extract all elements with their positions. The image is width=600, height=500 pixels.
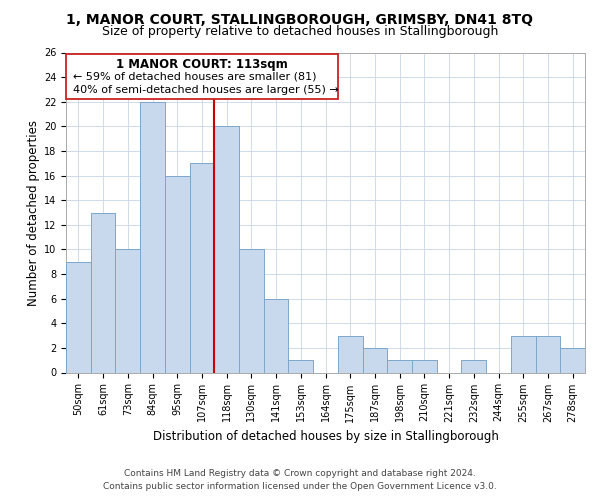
Text: Size of property relative to detached houses in Stallingborough: Size of property relative to detached ho…	[102, 25, 498, 38]
Bar	[115, 250, 140, 372]
Bar	[338, 336, 362, 372]
Text: 1 MANOR COURT: 113sqm: 1 MANOR COURT: 113sqm	[116, 58, 288, 71]
Bar	[91, 212, 115, 372]
Text: Contains HM Land Registry data © Crown copyright and database right 2024.
Contai: Contains HM Land Registry data © Crown c…	[103, 470, 497, 491]
Bar	[536, 336, 560, 372]
Text: ← 59% of detached houses are smaller (81): ← 59% of detached houses are smaller (81…	[73, 72, 317, 82]
Bar	[362, 348, 387, 372]
Bar	[66, 262, 91, 372]
FancyBboxPatch shape	[66, 54, 338, 100]
Bar	[190, 164, 214, 372]
Bar	[387, 360, 412, 372]
Text: 1, MANOR COURT, STALLINGBOROUGH, GRIMSBY, DN41 8TQ: 1, MANOR COURT, STALLINGBOROUGH, GRIMSBY…	[67, 12, 533, 26]
Bar	[412, 360, 437, 372]
Bar	[140, 102, 165, 372]
Bar	[165, 176, 190, 372]
Text: 40% of semi-detached houses are larger (55) →: 40% of semi-detached houses are larger (…	[73, 85, 339, 95]
Bar	[264, 298, 289, 372]
Bar	[560, 348, 585, 372]
Bar	[289, 360, 313, 372]
Bar	[214, 126, 239, 372]
Bar	[239, 250, 264, 372]
X-axis label: Distribution of detached houses by size in Stallingborough: Distribution of detached houses by size …	[152, 430, 499, 443]
Bar	[511, 336, 536, 372]
Bar	[461, 360, 486, 372]
Y-axis label: Number of detached properties: Number of detached properties	[26, 120, 40, 306]
